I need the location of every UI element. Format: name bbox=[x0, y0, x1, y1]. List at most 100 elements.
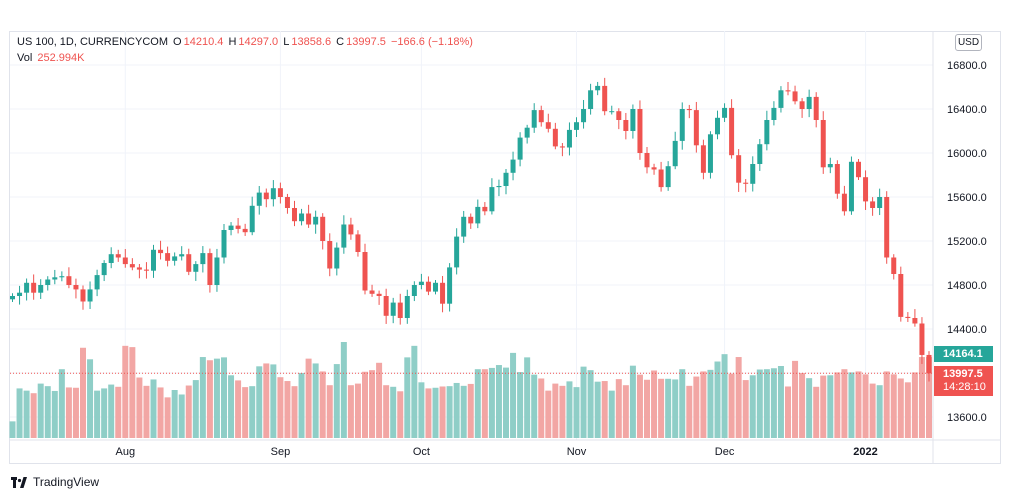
volume-bar bbox=[862, 374, 869, 438]
candle-body bbox=[45, 279, 51, 285]
candle-body bbox=[292, 208, 297, 222]
x-tick-label: 2022 bbox=[853, 446, 877, 458]
volume-bar bbox=[770, 368, 777, 438]
candle-body bbox=[489, 187, 495, 212]
volume-bar bbox=[517, 372, 524, 438]
candle-body bbox=[179, 254, 185, 257]
candle-body bbox=[369, 290, 375, 294]
candle-body bbox=[207, 253, 213, 285]
volume-bar bbox=[277, 377, 284, 438]
volume-bar bbox=[199, 357, 206, 438]
volume-bar bbox=[101, 388, 108, 438]
candle-body bbox=[877, 197, 883, 208]
volume-bar bbox=[178, 394, 185, 438]
volume-bar bbox=[615, 379, 622, 438]
volume-bar bbox=[700, 371, 707, 438]
volume-bar bbox=[213, 358, 220, 438]
candle-body bbox=[129, 264, 135, 268]
candle-body bbox=[891, 257, 897, 274]
candle-body bbox=[524, 127, 530, 138]
candle-body bbox=[644, 153, 650, 168]
candle-body bbox=[806, 96, 812, 109]
volume-bar bbox=[876, 385, 883, 438]
candle-body bbox=[630, 109, 636, 131]
candle-body bbox=[277, 188, 283, 197]
volume-bar bbox=[305, 358, 312, 438]
candle-body bbox=[757, 144, 763, 164]
candle-body bbox=[80, 289, 86, 302]
volume-bar bbox=[495, 365, 502, 438]
volume-bar bbox=[284, 381, 291, 438]
candle-body bbox=[834, 164, 840, 194]
volume-bar bbox=[721, 354, 728, 438]
candle-body bbox=[700, 145, 706, 173]
volume-bar bbox=[594, 381, 601, 438]
volume-bar bbox=[439, 386, 446, 438]
volume-bar bbox=[256, 366, 263, 438]
volume-bar bbox=[918, 357, 925, 438]
candle-body bbox=[94, 275, 100, 290]
volume-bar bbox=[87, 359, 94, 438]
volume-bar bbox=[834, 372, 841, 438]
volume-bar bbox=[848, 372, 855, 438]
candle-body bbox=[517, 137, 523, 160]
y-tick-label: 16400.0 bbox=[947, 104, 987, 116]
candle-body bbox=[376, 293, 382, 296]
volume-bar bbox=[249, 386, 256, 438]
candle-body bbox=[898, 274, 904, 317]
currency-button[interactable]: USD bbox=[955, 34, 982, 51]
candle-body bbox=[595, 85, 601, 91]
x-tick-label: Sep bbox=[271, 446, 291, 458]
volume-bar bbox=[354, 383, 361, 438]
volume-bar bbox=[340, 342, 347, 438]
legend-vol-label: Vol bbox=[17, 52, 33, 64]
candle-body bbox=[912, 318, 918, 324]
volume-bar bbox=[763, 369, 770, 438]
volume-bar bbox=[390, 386, 397, 438]
candle-body bbox=[418, 281, 424, 285]
candle-body bbox=[320, 216, 326, 241]
candle-body bbox=[404, 296, 410, 318]
candle-body bbox=[390, 302, 396, 316]
y-tick-label: 14800.0 bbox=[947, 280, 987, 292]
volume-bar bbox=[115, 386, 122, 438]
volume-bar bbox=[524, 357, 531, 438]
candle-body bbox=[122, 257, 128, 265]
candle-body bbox=[24, 282, 30, 293]
volume-bar bbox=[841, 369, 848, 438]
volume-bar bbox=[608, 390, 615, 438]
volume-bar bbox=[651, 370, 658, 438]
volume-bar bbox=[326, 385, 333, 438]
candle-body bbox=[552, 128, 558, 147]
candle-body bbox=[249, 205, 255, 233]
candle-body bbox=[665, 166, 671, 188]
volume-bar bbox=[362, 371, 368, 438]
candle-body bbox=[623, 120, 629, 131]
volume-bar bbox=[806, 378, 813, 438]
footer[interactable]: TradingView bbox=[11, 475, 99, 489]
candle-body bbox=[397, 302, 403, 318]
y-tick-label: 13600.0 bbox=[947, 412, 987, 424]
candle-body bbox=[545, 122, 551, 129]
legend-high-label: H bbox=[228, 36, 237, 48]
candle-body bbox=[609, 111, 615, 113]
volume-bar bbox=[397, 391, 404, 438]
candle-body bbox=[602, 85, 608, 112]
x-tick-label: Aug bbox=[116, 446, 136, 458]
candle-body bbox=[87, 289, 93, 302]
candle-body bbox=[299, 213, 305, 222]
candle-body bbox=[425, 281, 431, 292]
volume-bar bbox=[312, 363, 319, 438]
candle-body bbox=[348, 224, 354, 235]
volume-bar bbox=[855, 371, 862, 438]
x-tick-label: Nov bbox=[567, 446, 587, 458]
candle-body bbox=[574, 122, 579, 130]
volume-bar bbox=[136, 377, 143, 438]
legend-ohlc: US 100, 1D, CURRENCYCOM O 14210.4 H 14297.… bbox=[17, 36, 475, 48]
candle-body bbox=[228, 225, 234, 230]
volume-bar bbox=[792, 360, 799, 438]
candle-body bbox=[454, 236, 460, 268]
legend-close-value: 13997.5 bbox=[346, 36, 386, 48]
volume-bar bbox=[122, 345, 129, 438]
